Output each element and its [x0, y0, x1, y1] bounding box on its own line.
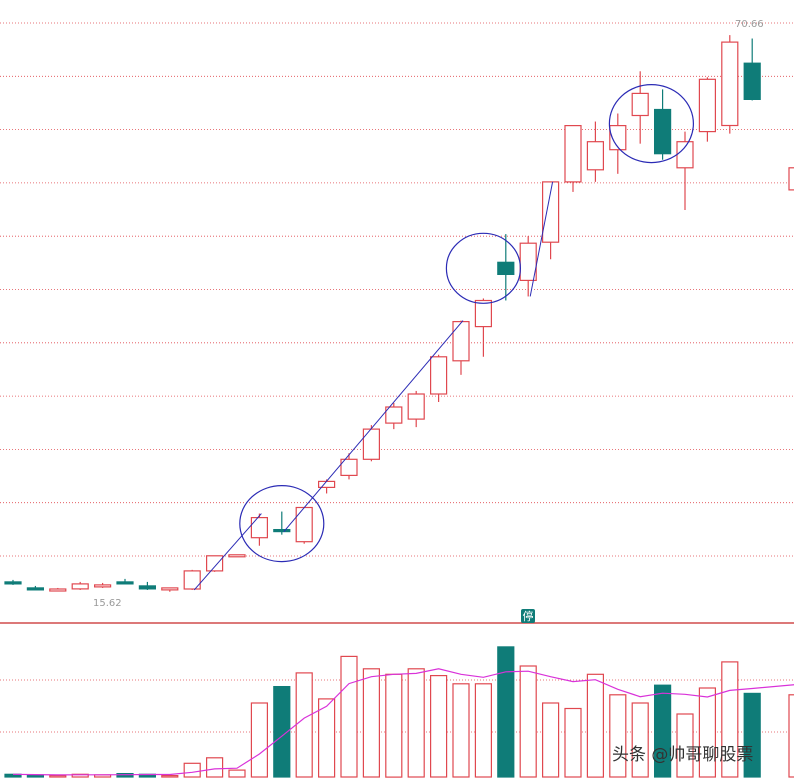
volume-bar — [161, 774, 179, 778]
candle-body — [93, 584, 112, 588]
volume-bar — [721, 661, 739, 778]
volume-bar — [541, 702, 560, 778]
volume-bar — [497, 646, 515, 778]
highlight-circle — [445, 232, 521, 304]
candle-body — [698, 78, 717, 133]
volume-gridlines — [0, 679, 794, 733]
volume-bars — [4, 646, 794, 778]
candle-body — [273, 528, 291, 533]
candle-body — [161, 587, 179, 591]
volume-bar — [430, 674, 448, 778]
volume-bar — [228, 769, 246, 778]
candle-body — [228, 554, 246, 558]
candle-body — [250, 516, 268, 539]
candle-body — [4, 581, 22, 585]
candle-body — [721, 41, 739, 127]
volume-bar — [318, 698, 336, 778]
volume-bar — [183, 762, 201, 778]
candle-body — [206, 555, 224, 572]
candle-body — [295, 506, 313, 543]
volume-bar — [49, 774, 67, 778]
highlight-circle — [239, 484, 325, 563]
volume-bar — [743, 692, 761, 778]
candle-body — [519, 242, 537, 281]
candle-body — [564, 124, 582, 183]
volume-ma-line — [12, 668, 794, 776]
candle-body — [452, 321, 470, 362]
watermark-text: 头条 @帅哥聊股票 — [612, 745, 753, 765]
stop-badge-text: 停 — [523, 609, 534, 623]
volume-bar — [653, 684, 672, 778]
volume-bar — [631, 702, 649, 778]
candle-body — [743, 62, 761, 101]
volume-bar — [295, 672, 313, 778]
candle-body — [497, 261, 515, 275]
volume-bar — [698, 687, 717, 778]
candle-body — [318, 480, 336, 488]
volume-bar — [340, 655, 358, 778]
volume-bar — [564, 707, 582, 778]
volume-bar — [385, 673, 403, 778]
volume-bar — [407, 668, 425, 778]
candle-body — [430, 356, 448, 395]
trend-line — [193, 513, 262, 591]
highlight-circles — [239, 83, 695, 563]
volume-bar — [273, 685, 291, 778]
candle-body — [49, 588, 67, 592]
trend-line — [529, 181, 554, 297]
volume-bar — [609, 694, 627, 778]
price-candles — [4, 35, 794, 592]
trend-lines — [193, 181, 554, 591]
volume-bar — [519, 665, 537, 778]
candle-body — [676, 141, 694, 169]
volume-bar — [586, 673, 605, 778]
candle-body — [71, 583, 89, 590]
volume-bar — [250, 702, 268, 778]
candle-body — [586, 141, 605, 171]
candle-body — [116, 581, 134, 585]
candle-body — [138, 585, 156, 590]
candle-body — [340, 458, 358, 476]
candle-body — [609, 124, 627, 151]
volume-bar — [206, 757, 224, 778]
volume-bar — [474, 683, 492, 778]
candle-body — [407, 393, 425, 420]
trend-line — [283, 320, 464, 532]
candle-body — [788, 167, 794, 191]
candle-body — [631, 92, 649, 117]
low-price-label: 15.62 — [93, 598, 122, 609]
price-gridlines — [0, 22, 794, 557]
volume-bar — [362, 668, 380, 778]
volume-bar — [788, 694, 794, 778]
volume-bar — [676, 713, 694, 778]
candle-body — [183, 570, 201, 590]
candle-body — [541, 181, 560, 243]
candle-body — [385, 406, 403, 424]
volume-bar — [452, 683, 470, 778]
candle-body — [26, 587, 44, 591]
highlight-circle — [608, 83, 695, 164]
high-price-label: 70.66 — [735, 19, 764, 30]
candle-body — [653, 108, 672, 155]
stop-badge: 停 — [521, 609, 535, 623]
candle-body — [362, 428, 380, 460]
candle-body — [474, 299, 492, 328]
